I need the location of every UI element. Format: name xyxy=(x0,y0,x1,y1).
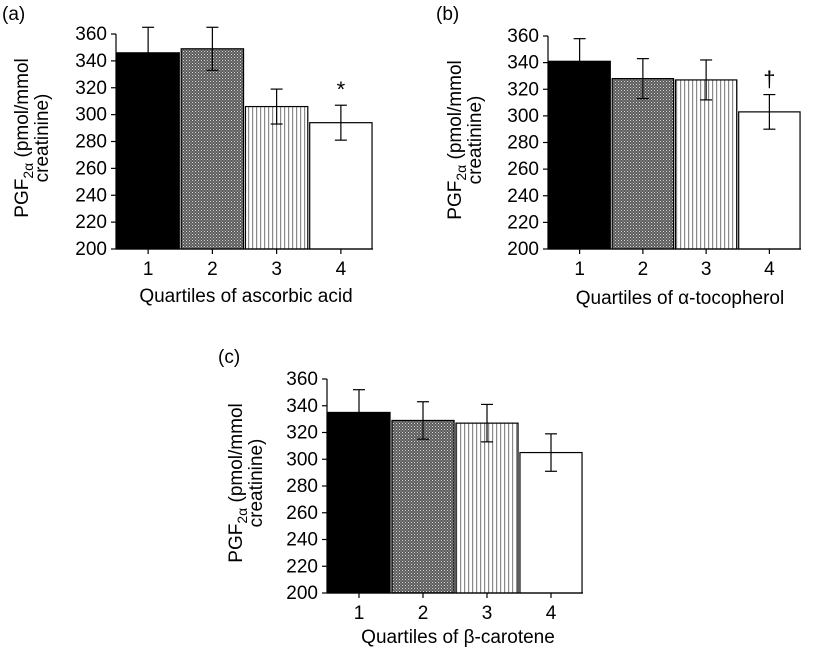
x-axis-title: Quartiles of α-tocopherol xyxy=(576,288,784,309)
y-tick-label: 220 xyxy=(75,212,107,233)
y-axis-title-line2: creatinine) xyxy=(246,439,267,528)
x-tick-label: 4 xyxy=(764,259,775,280)
y-tick-label: 200 xyxy=(75,239,107,260)
y-axis-title-line2: creatinine) xyxy=(465,96,486,185)
x-tick-label: 1 xyxy=(574,259,585,280)
y-tick-label: 360 xyxy=(75,24,107,45)
y-axis-title-line1: PGF2α (pmol/mmol xyxy=(226,403,250,562)
x-tick-label: 3 xyxy=(482,603,493,624)
bar xyxy=(244,105,309,250)
y-axis-title-line1: PGF2α (pmol/mmol xyxy=(445,60,469,219)
chart-panel-a: (a) PGF2α (pmol/mmol creatinine) * 200 220… xyxy=(2,4,373,307)
y-tick-label: 300 xyxy=(286,449,318,470)
panel-label: (a) xyxy=(2,4,25,25)
plot-area: 200 220 240 260 280 300 320 340 360 1 2 3 4 xyxy=(286,369,583,624)
x-tick-label: 1 xyxy=(354,603,365,624)
y-tick-label: 280 xyxy=(286,476,318,497)
x-tick-label: 4 xyxy=(336,259,347,280)
y-tick-label: 340 xyxy=(75,51,107,72)
significance-marker: † xyxy=(763,67,775,92)
error-bar xyxy=(545,433,557,472)
y-tick-label: 260 xyxy=(75,158,107,179)
y-tick-label: 260 xyxy=(286,503,318,524)
y-tick-label: 240 xyxy=(75,185,107,206)
y-axis-title: PGF2α (pmol/mmol creatinine) xyxy=(445,60,486,219)
y-axis-title-rest: (pmol/mmol xyxy=(226,403,247,508)
error-bar xyxy=(573,38,586,85)
x-tick-label: 2 xyxy=(207,259,218,280)
y-tick-label: 200 xyxy=(507,239,539,260)
bar xyxy=(674,79,738,250)
error-bar xyxy=(481,403,493,443)
y-axis-title-prefix: PGF xyxy=(445,181,466,220)
x-tick-label: 4 xyxy=(546,603,557,624)
y-tick-label: 200 xyxy=(286,583,318,604)
y-axis-title-subscript: 2α xyxy=(453,165,469,181)
bar xyxy=(611,77,675,250)
chart-panel-b: (b) PGF2α (pmol/mmol creatinine) † 200 220… xyxy=(436,4,801,309)
bar xyxy=(548,60,611,250)
error-bar xyxy=(700,59,713,101)
x-tick-label: 1 xyxy=(143,259,154,280)
x-tick-label: 2 xyxy=(418,603,429,624)
chart-panel-c: (c) PGF2α (pmol/mmol creatinine) 2002202… xyxy=(218,347,583,648)
error-bar xyxy=(763,93,776,130)
y-tick-label: 300 xyxy=(75,105,107,126)
error-bar xyxy=(636,58,649,100)
error-bar xyxy=(142,26,155,79)
y-tick-label: 220 xyxy=(286,556,318,577)
significance-marker: * xyxy=(337,77,346,102)
y-tick-label: 340 xyxy=(507,53,539,74)
bar xyxy=(180,48,245,250)
y-axis-title: PGF2α (pmol/mmol creatinine) xyxy=(12,58,53,217)
panel-label: (b) xyxy=(436,4,459,25)
x-tick-label: 2 xyxy=(638,259,649,280)
bar xyxy=(455,422,519,594)
y-axis-title-prefix: PGF xyxy=(12,179,33,218)
y-axis-title-subscript: 2α xyxy=(20,163,36,179)
x-axis-title: Quartiles of ascorbic acid xyxy=(139,286,352,307)
error-bar xyxy=(270,88,283,125)
y-tick-label: 240 xyxy=(286,530,318,551)
x-tick-label: 3 xyxy=(271,259,282,280)
y-tick-label: 320 xyxy=(286,423,318,444)
y-axis-title-line2: creatinine) xyxy=(32,94,53,183)
plot-area: † 200 220 240 260 280 300 320 340 360 1 2 3 4 xyxy=(507,26,801,280)
y-axis-title-subscript: 2α xyxy=(234,508,250,524)
y-tick-label: 240 xyxy=(507,186,539,207)
bar xyxy=(327,411,391,594)
y-tick-label: 360 xyxy=(286,369,318,390)
y-tick-label: 280 xyxy=(75,132,107,153)
y-tick-label: 360 xyxy=(507,26,539,47)
y-tick-label: 300 xyxy=(507,106,539,127)
error-bar xyxy=(353,389,365,436)
y-tick-label: 320 xyxy=(507,79,539,100)
y-axis-title-rest: (pmol/mmol xyxy=(12,58,33,163)
bar xyxy=(116,52,180,250)
y-tick-label: 280 xyxy=(507,133,539,154)
y-axis-title-prefix: PGF xyxy=(226,524,247,563)
y-axis-title: PGF2α (pmol/mmol creatinine) xyxy=(226,403,267,562)
y-tick-label: 340 xyxy=(286,396,318,417)
plot-area: * 200 220 240 260 280 300 320 340 360 1 2 3 4 xyxy=(75,24,373,280)
y-axis-title-line1: PGF2α (pmol/mmol xyxy=(12,58,36,217)
x-tick-label: 3 xyxy=(701,259,712,280)
y-tick-label: 220 xyxy=(507,212,539,233)
error-bar xyxy=(206,26,219,71)
y-tick-label: 320 xyxy=(75,78,107,99)
error-bar xyxy=(417,401,429,440)
y-axis-title-rest: (pmol/mmol xyxy=(445,60,466,165)
bar xyxy=(519,451,583,594)
error-bar xyxy=(334,104,347,141)
bar xyxy=(391,419,455,594)
panel-label: (c) xyxy=(218,347,240,368)
x-axis-title: Quartiles of β-carotene xyxy=(361,627,555,648)
bar xyxy=(738,111,801,250)
y-tick-label: 260 xyxy=(507,159,539,180)
bar xyxy=(309,122,373,250)
